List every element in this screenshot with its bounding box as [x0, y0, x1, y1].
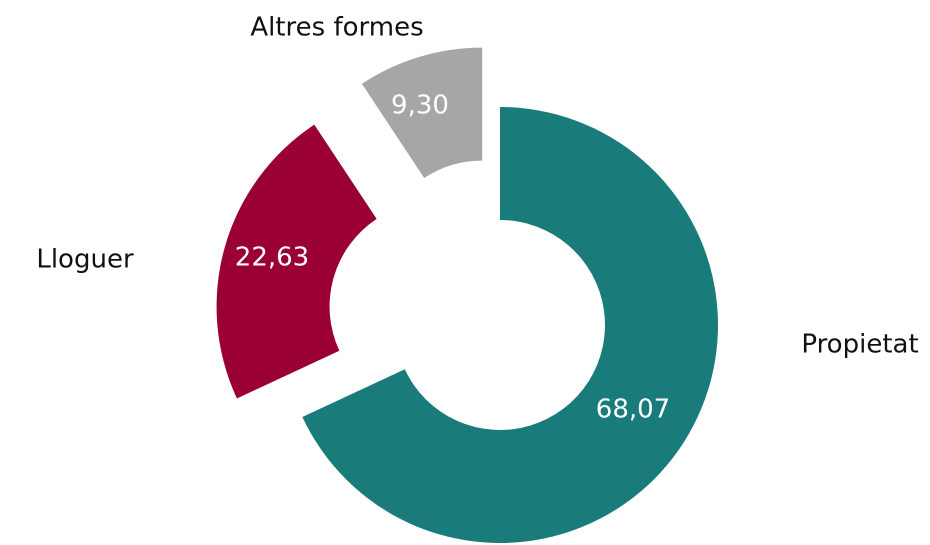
donut-slice	[302, 107, 718, 543]
value-label: 9,30	[391, 91, 449, 121]
value-label: 68,07	[596, 395, 670, 425]
category-label: Lloguer	[36, 245, 134, 275]
donut-slice	[361, 47, 483, 179]
donut-slice	[216, 124, 377, 399]
category-label: Altres formes	[250, 13, 423, 43]
category-label: Propietat	[801, 330, 918, 360]
value-label: 22,63	[235, 243, 309, 273]
